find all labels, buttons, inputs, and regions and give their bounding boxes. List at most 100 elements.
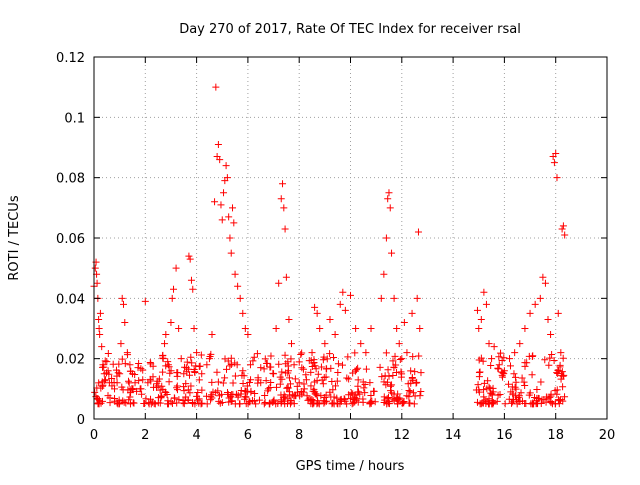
data-point — [520, 378, 528, 386]
data-point — [222, 162, 230, 170]
data-point — [508, 399, 516, 407]
data-point — [371, 398, 379, 406]
data-point — [95, 379, 103, 387]
data-point — [487, 361, 495, 369]
data-point — [123, 349, 131, 357]
data-point — [223, 365, 231, 373]
data-point — [227, 249, 235, 257]
data-point — [473, 306, 481, 314]
data-point — [307, 382, 315, 390]
data-point — [95, 315, 103, 323]
data-point — [223, 174, 231, 182]
data-point — [389, 357, 397, 365]
data-point — [270, 396, 278, 404]
data-point — [541, 356, 549, 364]
data-point — [477, 354, 485, 362]
data-point — [360, 384, 368, 392]
data-point — [390, 390, 398, 398]
data-point — [164, 358, 172, 366]
data-point — [276, 373, 284, 381]
data-point — [485, 340, 493, 348]
data-point — [186, 389, 194, 397]
data-point — [299, 365, 307, 373]
data-point — [482, 300, 490, 308]
data-point — [230, 219, 238, 227]
data-point — [383, 395, 391, 403]
data-point — [158, 392, 166, 400]
data-point — [286, 380, 294, 388]
data-point — [323, 397, 331, 405]
data-point — [390, 294, 398, 302]
data-point — [205, 355, 213, 363]
data-point — [377, 294, 385, 302]
data-point — [381, 372, 389, 380]
data-point — [284, 369, 292, 377]
data-point — [367, 392, 375, 400]
data-point — [180, 370, 188, 378]
data-point — [213, 368, 221, 376]
data-point — [479, 399, 487, 407]
data-point — [99, 381, 107, 389]
data-point — [147, 377, 155, 385]
data-point — [159, 354, 167, 362]
data-point — [297, 351, 305, 359]
data-point — [404, 380, 412, 388]
data-point — [511, 373, 519, 381]
data-point — [186, 371, 194, 379]
data-point — [280, 204, 288, 212]
data-point — [116, 370, 124, 378]
data-point — [341, 306, 349, 314]
data-point — [234, 282, 242, 290]
data-point — [320, 374, 328, 382]
data-point — [96, 331, 104, 339]
data-point — [260, 400, 268, 408]
data-point — [281, 351, 289, 359]
data-point — [159, 368, 167, 376]
data-point — [144, 379, 152, 387]
data-point — [114, 400, 122, 408]
data-point — [388, 249, 396, 257]
data-point — [389, 371, 397, 379]
data-point — [96, 309, 104, 317]
data-point — [313, 391, 321, 399]
data-point — [198, 370, 206, 378]
data-point — [164, 361, 172, 369]
data-point — [480, 288, 488, 296]
data-point — [198, 399, 206, 407]
data-point — [493, 397, 501, 405]
data-points — [90, 83, 569, 408]
data-point — [266, 384, 274, 392]
data-point — [175, 325, 183, 332]
data-point — [121, 360, 129, 368]
data-point — [218, 216, 226, 224]
data-point — [398, 370, 406, 378]
data-point — [378, 373, 386, 381]
data-point — [128, 385, 136, 393]
data-point — [349, 390, 357, 398]
data-point — [191, 368, 199, 376]
data-point — [506, 362, 514, 370]
x-tick-label: 18 — [547, 428, 564, 443]
data-point — [229, 379, 237, 387]
data-point — [366, 379, 374, 387]
data-point — [174, 369, 182, 377]
data-point — [328, 377, 336, 385]
data-point — [215, 397, 223, 405]
data-point — [385, 189, 393, 197]
data-point — [295, 379, 303, 387]
data-point — [390, 363, 398, 371]
data-point — [154, 382, 162, 390]
data-point — [347, 291, 354, 299]
data-point — [279, 180, 287, 188]
data-point — [561, 393, 569, 401]
data-point — [415, 352, 423, 360]
data-point — [329, 399, 337, 407]
data-point — [477, 315, 485, 323]
data-point — [407, 367, 415, 375]
data-point — [339, 361, 347, 369]
data-point — [323, 365, 331, 373]
data-point — [406, 388, 414, 396]
data-point — [348, 400, 356, 408]
data-point — [559, 372, 567, 380]
data-point — [91, 388, 99, 396]
